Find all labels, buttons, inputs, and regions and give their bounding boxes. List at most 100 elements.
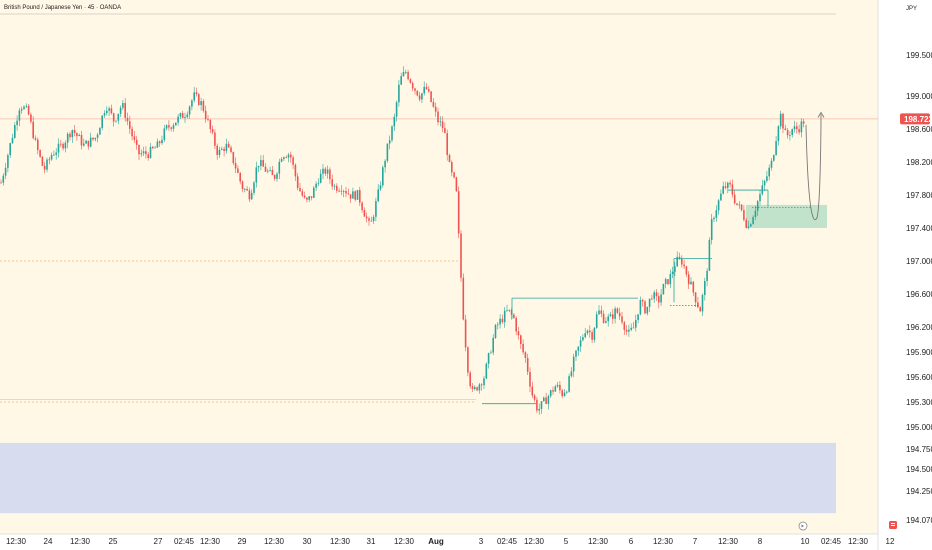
candle-body: [11, 137, 14, 144]
candle-body: [446, 133, 448, 156]
candle-body: [133, 136, 136, 140]
candle-body: [290, 154, 292, 158]
candle-body: [455, 177, 458, 192]
candle-body: [393, 116, 396, 127]
candle-body: [655, 292, 658, 297]
candle-body: [20, 109, 23, 111]
candle-body: [713, 217, 715, 220]
candle-body: [425, 86, 428, 90]
y-tick-label: 194.750: [906, 445, 932, 454]
candle-body: [540, 401, 543, 409]
candle-body: [768, 167, 770, 177]
demand-zone: [746, 204, 827, 228]
candle-body: [223, 148, 225, 152]
candle-body: [18, 110, 21, 121]
candle-body: [191, 100, 193, 107]
candle-body: [595, 314, 598, 328]
x-tick-label: 29: [238, 537, 247, 546]
candle-body: [71, 129, 74, 138]
candle-body: [260, 160, 262, 166]
candle-body: [352, 191, 354, 199]
candle-body: [770, 160, 773, 168]
candle-body: [218, 149, 221, 155]
candle-body: [257, 165, 260, 168]
candle-body: [214, 132, 216, 146]
candle-body: [244, 188, 246, 190]
candle-body: [138, 144, 140, 155]
candle-body: [239, 172, 241, 182]
candle-body: [53, 154, 55, 156]
candle-body: [694, 292, 697, 303]
candle-body: [529, 371, 531, 387]
candle-body: [706, 270, 708, 282]
x-tick-label: 8: [758, 537, 763, 546]
candle-body: [756, 201, 759, 211]
candle-body: [195, 92, 198, 95]
x-tick-label: 12:30: [330, 537, 351, 546]
y-tick-label: 198.200: [906, 158, 932, 167]
candle-body: [460, 233, 462, 278]
candle-body: [526, 358, 529, 372]
forecast-arrow-head: [817, 111, 825, 118]
candle-body: [623, 322, 626, 330]
candle-body: [248, 190, 251, 200]
candle-body: [80, 134, 83, 146]
candle-body: [345, 190, 347, 194]
tv-logo-icon[interactable]: [889, 521, 897, 529]
candle-body: [736, 203, 738, 205]
candle-body: [559, 384, 561, 391]
time-axis[interactable]: [0, 534, 878, 550]
candle-body: [524, 352, 527, 359]
candle-body: [681, 258, 683, 265]
candle-body: [388, 140, 391, 144]
candle-body: [411, 82, 414, 89]
candle-body: [336, 185, 338, 191]
candle-body: [43, 165, 46, 170]
candle-body: [264, 166, 267, 172]
x-tick-label: 12:30: [70, 537, 91, 546]
candle-body: [131, 128, 133, 137]
candle-body: [724, 186, 727, 188]
y-tick-label: 194.070: [906, 516, 932, 525]
candle-body: [92, 137, 94, 140]
candle-body: [687, 274, 690, 285]
candle-body: [129, 121, 131, 129]
candle-body: [278, 161, 281, 174]
candle-body: [697, 302, 699, 308]
candle-body: [678, 256, 681, 259]
candle-body: [2, 175, 5, 183]
candle-body: [262, 160, 264, 167]
candle-body: [584, 333, 586, 338]
replay-icon[interactable]: [798, 521, 808, 531]
candle-body: [428, 89, 430, 92]
candle-body: [294, 164, 297, 177]
candle-body: [64, 142, 67, 149]
candle-body: [285, 157, 287, 159]
candle-body: [444, 128, 446, 134]
candle-body: [110, 108, 113, 114]
candle-body: [457, 191, 460, 234]
candle-body: [16, 120, 18, 126]
candle-body: [566, 391, 568, 393]
candle-body: [310, 196, 313, 198]
candle-body: [708, 240, 711, 271]
candle-body: [356, 190, 359, 200]
currency-label[interactable]: JPY: [906, 6, 917, 12]
candle-body: [161, 139, 163, 144]
candle-body: [651, 298, 653, 300]
candle-body: [200, 101, 202, 106]
candle-body: [648, 298, 651, 307]
candle-body: [704, 281, 706, 295]
candle-body: [464, 319, 467, 348]
candle-body: [453, 172, 455, 178]
candle-body: [752, 217, 754, 225]
candle-body: [478, 384, 481, 391]
candle-body: [773, 155, 775, 161]
candle-body: [660, 294, 662, 303]
price-axis[interactable]: [878, 0, 932, 550]
candle-body: [441, 121, 444, 129]
candle-body: [800, 121, 803, 133]
candle-body: [667, 279, 669, 285]
candle-body: [717, 200, 720, 211]
